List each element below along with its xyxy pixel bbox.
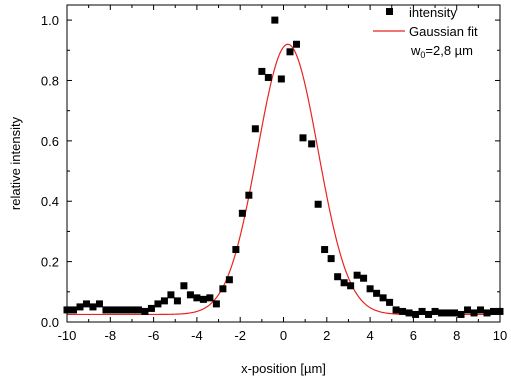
gaussian-fit-line xyxy=(67,43,500,316)
data-point xyxy=(340,279,348,287)
data-point xyxy=(212,300,220,308)
x-tick-label: 10 xyxy=(493,328,507,343)
data-point xyxy=(334,273,342,281)
data-point xyxy=(219,285,227,293)
data-point xyxy=(82,300,90,308)
legend-fit-parameter: w0=2,8 µm xyxy=(410,43,473,60)
data-point xyxy=(314,200,322,208)
data-point xyxy=(444,309,452,317)
data-point xyxy=(238,209,246,217)
legend-label-intensity: intensity xyxy=(409,5,457,20)
data-point xyxy=(225,276,233,284)
data-point xyxy=(299,134,307,142)
data-point xyxy=(173,297,181,305)
x-tick-label: -10 xyxy=(58,328,77,343)
x-tick-label: 2 xyxy=(323,328,330,343)
legend-label-gaussian-fit: Gaussian fit xyxy=(409,24,478,39)
data-point xyxy=(477,306,485,314)
fit-curve-layer xyxy=(67,43,500,316)
y-axis-label: relative intensity xyxy=(8,116,23,210)
data-point xyxy=(292,40,300,48)
data-point xyxy=(193,294,201,302)
plot-frame xyxy=(66,4,501,323)
data-point xyxy=(425,310,433,318)
data-point xyxy=(405,309,413,317)
legend-fit-parameter-suffix: =2,8 µm xyxy=(425,43,473,58)
data-point xyxy=(353,271,361,279)
y-tick-label: 0.4 xyxy=(41,194,59,209)
data-point xyxy=(386,298,394,306)
data-point xyxy=(89,303,97,311)
data-point xyxy=(483,309,491,317)
data-point xyxy=(245,191,253,199)
data-point xyxy=(379,294,387,302)
data-point xyxy=(102,306,110,314)
x-tick-labels: -10 -8 -6 -4 -2 0 2 4 6 8 10 xyxy=(58,328,508,343)
data-point xyxy=(286,48,294,56)
data-point xyxy=(115,306,123,314)
data-point xyxy=(134,306,142,314)
data-point xyxy=(392,306,400,314)
data-point xyxy=(277,75,285,83)
x-tick-label: 4 xyxy=(366,328,373,343)
data-point xyxy=(95,300,103,308)
x-tick-label: -8 xyxy=(105,328,117,343)
data-point xyxy=(438,309,446,317)
data-point xyxy=(232,246,240,254)
data-point xyxy=(258,67,266,75)
data-point xyxy=(154,300,162,308)
data-point xyxy=(264,73,272,81)
data-point xyxy=(412,310,420,318)
legend-fit-parameter-prefix: w xyxy=(410,43,421,58)
y-tick-label: 0.6 xyxy=(41,134,59,149)
x-tick-label: 6 xyxy=(410,328,417,343)
data-point xyxy=(366,285,374,293)
y-tick-label: 0.8 xyxy=(41,73,59,88)
data-point xyxy=(167,291,175,299)
data-point xyxy=(399,307,407,315)
x-tick-label: -6 xyxy=(148,328,160,343)
data-point xyxy=(451,309,459,317)
data-point xyxy=(76,303,84,311)
data-point xyxy=(70,306,77,314)
data-point xyxy=(271,16,279,24)
data-point xyxy=(108,306,116,314)
legend-fit-parameter-subscript: 0 xyxy=(420,50,425,60)
data-point xyxy=(347,282,355,290)
data-point xyxy=(373,289,381,297)
data-point xyxy=(121,306,129,314)
x-tick-label: -2 xyxy=(234,328,246,343)
data-point xyxy=(160,297,168,305)
data-point xyxy=(141,307,149,315)
data-point xyxy=(418,307,426,315)
legend-marker-intensity xyxy=(386,8,393,15)
data-point xyxy=(199,295,207,303)
data-point xyxy=(490,307,497,315)
data-point xyxy=(206,294,214,302)
legend: intensity Gaussian fit w0=2,8 µm xyxy=(373,5,478,60)
data-point xyxy=(147,304,155,312)
data-point xyxy=(308,140,316,148)
y-tick-label: 0.2 xyxy=(41,255,59,270)
data-point xyxy=(327,255,335,263)
y-tick-label: 1.0 xyxy=(41,13,59,28)
data-point xyxy=(360,274,368,282)
data-point xyxy=(128,306,136,314)
x-tick-label: 8 xyxy=(453,328,460,343)
data-point xyxy=(251,125,259,133)
x-axis-label: x-position [µm] xyxy=(241,361,326,376)
data-point xyxy=(457,310,465,318)
data-points-layer xyxy=(63,16,504,318)
data-point xyxy=(431,307,439,315)
x-tick-label: 0 xyxy=(280,328,287,343)
data-point xyxy=(470,309,478,317)
data-point xyxy=(186,291,194,299)
y-tick-labels: 0.0 0.2 0.4 0.6 0.8 1.0 xyxy=(41,13,59,330)
data-point xyxy=(180,282,188,290)
y-tick-label: 0.0 xyxy=(41,315,59,330)
data-point xyxy=(464,306,472,314)
data-point xyxy=(321,246,329,254)
x-tick-label: -4 xyxy=(191,328,203,343)
